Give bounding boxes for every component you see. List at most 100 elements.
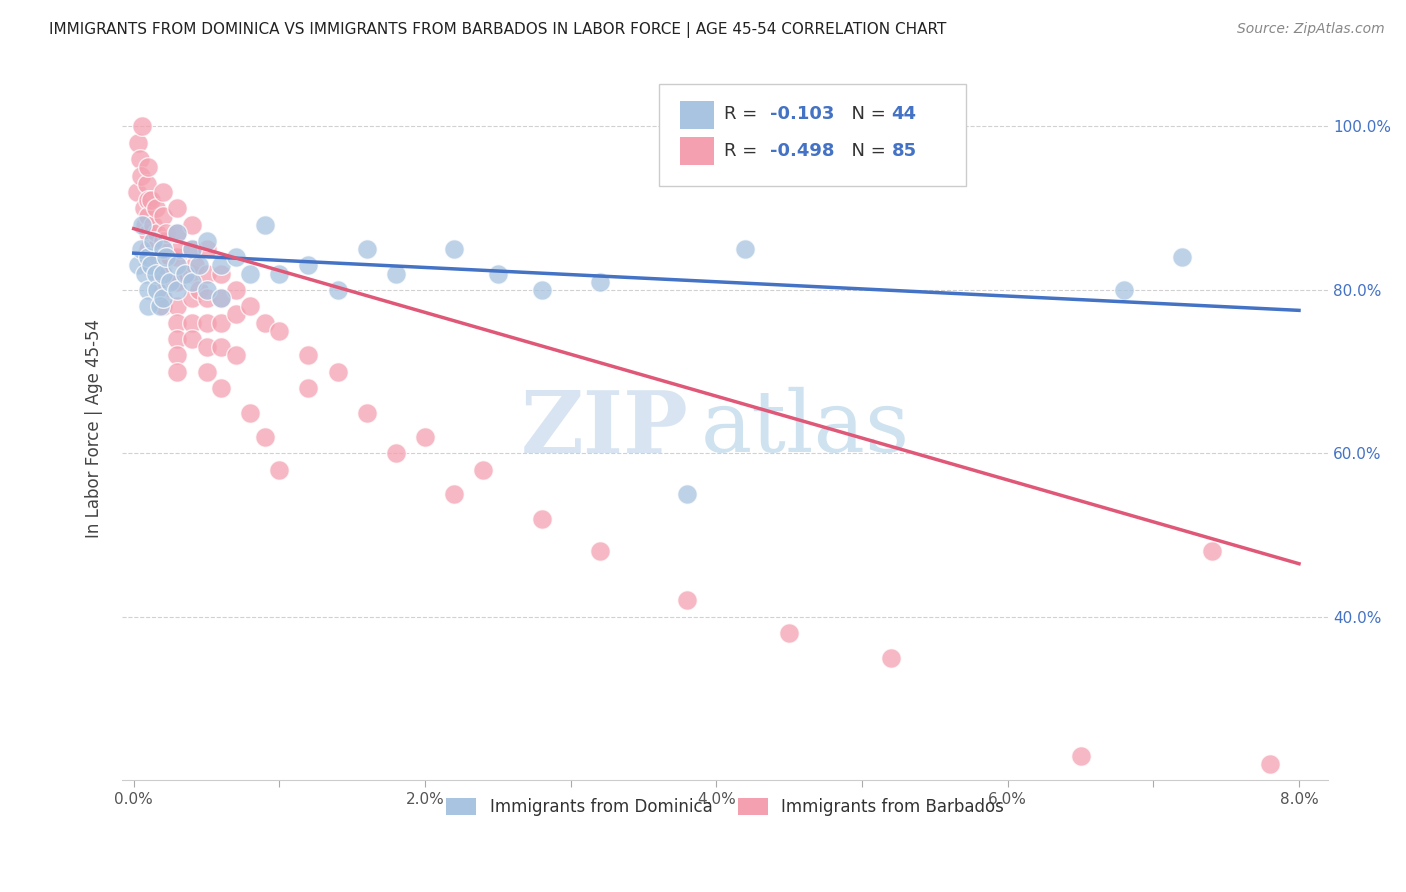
Point: [530, 283, 553, 297]
Point: [181, 316, 204, 330]
Point: [225, 283, 247, 297]
Point: [297, 381, 319, 395]
Point: [152, 299, 174, 313]
Point: [385, 267, 408, 281]
Text: Source: ZipAtlas.com: Source: ZipAtlas.com: [1237, 22, 1385, 37]
Point: [166, 275, 188, 289]
Point: [443, 487, 465, 501]
Point: [152, 291, 174, 305]
Point: [1171, 250, 1194, 264]
Point: [880, 650, 903, 665]
Point: [136, 299, 159, 313]
Point: [356, 405, 378, 419]
Point: [195, 291, 218, 305]
Point: [145, 201, 167, 215]
Point: [152, 210, 174, 224]
Point: [149, 267, 172, 281]
Point: [209, 267, 232, 281]
Point: [136, 283, 159, 297]
Point: [134, 267, 156, 281]
Point: [589, 544, 612, 558]
Point: [173, 267, 195, 281]
Point: [148, 250, 170, 264]
Point: [136, 250, 159, 264]
Point: [253, 430, 276, 444]
Point: [239, 405, 262, 419]
Y-axis label: In Labor Force | Age 45-54: In Labor Force | Age 45-54: [86, 319, 103, 539]
Text: IMMIGRANTS FROM DOMINICA VS IMMIGRANTS FROM BARBADOS IN LABOR FORCE | AGE 45-54 : IMMIGRANTS FROM DOMINICA VS IMMIGRANTS F…: [49, 22, 946, 38]
Point: [166, 226, 188, 240]
Point: [131, 218, 153, 232]
Point: [163, 275, 186, 289]
Point: [209, 291, 232, 305]
Text: R =: R =: [724, 105, 763, 123]
Point: [141, 259, 163, 273]
Text: ZIP: ZIP: [522, 387, 689, 471]
Point: [225, 308, 247, 322]
Legend: Immigrants from Dominica, Immigrants from Barbados: Immigrants from Dominica, Immigrants fro…: [439, 789, 1012, 825]
Point: [530, 512, 553, 526]
Point: [195, 283, 218, 297]
Point: [166, 250, 188, 264]
Point: [136, 259, 159, 273]
Point: [486, 267, 509, 281]
Point: [209, 259, 232, 273]
Point: [132, 201, 155, 215]
Point: [676, 593, 699, 607]
Text: N =: N =: [839, 105, 891, 123]
Point: [142, 218, 165, 232]
Point: [166, 259, 188, 273]
Point: [356, 242, 378, 256]
Point: [326, 283, 349, 297]
Point: [152, 283, 174, 297]
Point: [778, 626, 800, 640]
Point: [152, 234, 174, 248]
Point: [385, 446, 408, 460]
Point: [413, 430, 436, 444]
Point: [131, 120, 153, 134]
Point: [269, 324, 291, 338]
Point: [125, 185, 148, 199]
FancyBboxPatch shape: [659, 85, 966, 186]
Point: [181, 242, 204, 256]
Point: [136, 161, 159, 175]
Point: [169, 242, 191, 256]
Point: [1201, 544, 1223, 558]
Point: [181, 291, 204, 305]
Bar: [681, 101, 714, 128]
Point: [152, 185, 174, 199]
Point: [253, 218, 276, 232]
Point: [1258, 756, 1281, 771]
Point: [152, 259, 174, 273]
Point: [209, 291, 232, 305]
Point: [1114, 283, 1136, 297]
Point: [166, 316, 188, 330]
Point: [589, 275, 612, 289]
Point: [184, 259, 207, 273]
Point: [239, 299, 262, 313]
Point: [136, 226, 159, 240]
Point: [443, 242, 465, 256]
Point: [146, 226, 169, 240]
Point: [166, 365, 188, 379]
Bar: [681, 137, 714, 165]
Point: [195, 234, 218, 248]
Text: 44: 44: [891, 105, 917, 123]
Point: [225, 348, 247, 362]
Point: [195, 340, 218, 354]
Point: [195, 267, 218, 281]
Point: [152, 267, 174, 281]
Point: [195, 365, 218, 379]
Point: [159, 250, 181, 264]
Point: [269, 463, 291, 477]
Point: [136, 193, 159, 207]
Point: [181, 218, 204, 232]
Point: [195, 316, 218, 330]
Point: [166, 201, 188, 215]
Point: [135, 177, 157, 191]
Point: [145, 267, 167, 281]
Point: [129, 169, 152, 183]
Text: -0.103: -0.103: [769, 105, 834, 123]
Point: [188, 259, 211, 273]
Point: [166, 299, 188, 313]
